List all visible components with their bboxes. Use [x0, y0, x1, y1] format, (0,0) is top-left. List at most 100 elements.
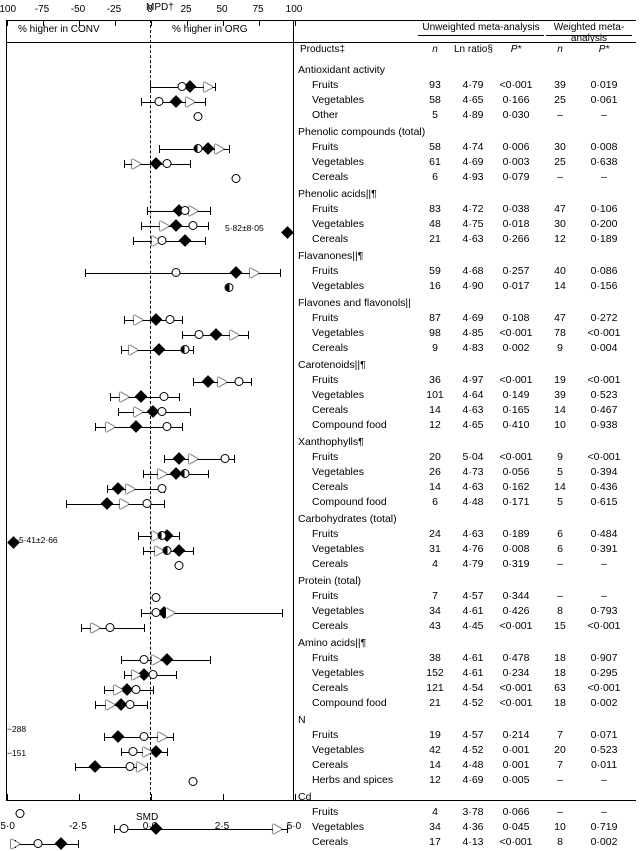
p2-cell: – — [580, 171, 628, 183]
meta-analysis-table: Unweighted meta-analysis Weighted meta-a… — [294, 20, 636, 800]
n2-cell: – — [546, 558, 574, 570]
product-cell: Cereals — [312, 233, 348, 245]
marker-row — [6, 496, 294, 511]
product-cell: Fruits — [312, 374, 338, 386]
marker-row — [6, 280, 294, 295]
tri-marker — [134, 315, 143, 325]
circ-marker — [16, 809, 25, 818]
n2-cell: 18 — [546, 697, 574, 709]
lnratio-cell: 4·63 — [454, 233, 492, 245]
circ-marker — [171, 268, 180, 277]
circ half-marker — [180, 469, 189, 478]
dia-marker — [112, 482, 125, 495]
lnratio-cell: 4·69 — [454, 156, 492, 168]
p1-cell: 0·001 — [492, 744, 540, 756]
p2-cell: 0·061 — [580, 94, 628, 106]
product-cell: Cereals — [312, 759, 348, 771]
tri-marker — [132, 159, 141, 169]
lnratio-cell: 4·75 — [454, 218, 492, 230]
table-row: Cereals144·630·165140·467 — [294, 404, 636, 419]
product-cell: Compound food — [312, 419, 387, 431]
table-row: Fruits934·79<0·001390·019 — [294, 79, 636, 94]
n1-cell: 6 — [420, 171, 450, 183]
table-row: Compound food124·650·410100·938 — [294, 419, 636, 434]
product-cell: Cereals — [312, 342, 348, 354]
bottom-tick-label: 0·0 — [143, 821, 157, 832]
p1-cell: 0·018 — [492, 218, 540, 230]
p1-cell: 0·478 — [492, 652, 540, 664]
marker-row — [6, 109, 294, 124]
table-row: Vegetables1014·640·149390·523 — [294, 389, 636, 404]
n2-cell: – — [546, 171, 574, 183]
marker-row — [6, 744, 294, 759]
ci-cap — [95, 423, 96, 431]
tri-marker — [157, 469, 166, 479]
offscale-note: −5·41±2·66 — [14, 535, 58, 545]
marker-row — [6, 94, 294, 109]
bottom-tick-label: -5·0 — [0, 821, 15, 832]
ci-cap — [118, 408, 119, 416]
product-cell: Fruits — [312, 729, 338, 741]
ci-cap — [251, 378, 252, 386]
tri-marker — [132, 670, 141, 680]
n1-cell: 34 — [420, 605, 450, 617]
dia-marker — [201, 375, 214, 388]
marker-row — [6, 774, 294, 789]
n1-cell: 17 — [420, 836, 450, 848]
table-row: Vegetables164·900·017140·156 — [294, 280, 636, 295]
ci-cap — [167, 748, 168, 756]
tri-marker — [11, 839, 20, 849]
circ-marker — [105, 623, 114, 632]
n1-cell: 34 — [420, 821, 450, 833]
product-cell: Vegetables — [312, 605, 364, 617]
ci-cap — [85, 269, 86, 277]
p1-cell: 0·319 — [492, 558, 540, 570]
ci-cap — [234, 455, 235, 463]
marker-row — [6, 141, 294, 156]
n1-cell: 87 — [420, 312, 450, 324]
circ-marker — [177, 82, 186, 91]
n2-cell: 19 — [546, 374, 574, 386]
n1-cell: 16 — [420, 280, 450, 292]
circ-marker — [163, 159, 172, 168]
p1-header: P* — [492, 44, 540, 55]
n1-cell: 4 — [420, 558, 450, 570]
circ-marker — [140, 732, 149, 741]
circ-marker — [131, 685, 140, 694]
n1-cell: 58 — [420, 141, 450, 153]
ci-cap — [182, 331, 183, 339]
table-row: Fruits244·630·18960·484 — [294, 528, 636, 543]
lnratio-cell: 3·78 — [454, 806, 492, 818]
dia-marker — [230, 266, 243, 279]
product-cell: Cereals — [312, 836, 348, 848]
tri-marker — [91, 623, 100, 633]
weighted-underline — [546, 35, 632, 36]
p1-cell: <0·001 — [492, 697, 540, 709]
circ-marker — [235, 377, 244, 386]
bottom-tick-label: 5·0 — [287, 821, 301, 832]
product-cell: Fruits — [312, 312, 338, 324]
top-tick — [151, 20, 152, 26]
n2-cell: 7 — [546, 729, 574, 741]
n1-cell: 21 — [420, 233, 450, 245]
n1-cell: 98 — [420, 327, 450, 339]
n2-cell: – — [546, 109, 574, 121]
p1-cell: 0·171 — [492, 496, 540, 508]
n2-cell: – — [546, 590, 574, 602]
ci-cap — [182, 316, 183, 324]
p2-cell: 0·523 — [580, 744, 628, 756]
ci-cap — [75, 763, 76, 771]
top-tick-label: -25 — [107, 4, 121, 15]
dia-marker — [161, 653, 174, 666]
section-title: Protein (total) — [298, 575, 361, 587]
n2-cell: 9 — [546, 451, 574, 463]
n1-cell: 121 — [420, 682, 450, 694]
section-title: Antioxidant activity — [298, 64, 385, 76]
product-cell: Fruits — [312, 806, 338, 818]
section-title: Carbohydrates (total) — [298, 513, 397, 525]
tri-marker — [120, 499, 129, 509]
lnratio-cell: 4·48 — [454, 496, 492, 508]
ci-cap — [190, 160, 191, 168]
product-cell: Cereals — [312, 558, 348, 570]
lnratio-cell: 4·63 — [454, 404, 492, 416]
